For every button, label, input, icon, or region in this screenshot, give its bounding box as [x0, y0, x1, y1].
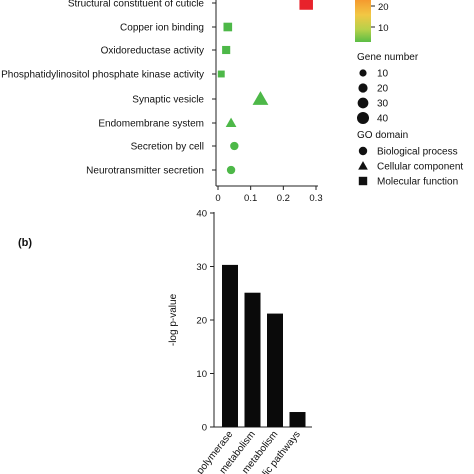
go-term-marker	[226, 165, 236, 175]
gene-number-legend-marker	[358, 83, 368, 93]
go-term-label: Copper ion binding	[120, 23, 204, 34]
bar	[244, 292, 261, 427]
go-domain-legend-items: Biological process Cellular component Mole…	[358, 147, 463, 188]
panel-label-b: (b)	[18, 237, 32, 249]
bar	[222, 264, 238, 427]
go-domain-legend: GO domain Biological process Cellular com…	[357, 130, 463, 188]
bars	[222, 264, 306, 427]
square-legend-marker	[358, 176, 368, 186]
gene-number-legend-title: Gene number	[357, 52, 419, 63]
go-domain-legend-title: GO domain	[357, 130, 408, 141]
bar	[267, 313, 283, 427]
bar-y-axis-title: -log p-value	[168, 293, 179, 346]
x-tick-label: 0.2	[277, 193, 290, 204]
go-term-marker	[225, 117, 237, 128]
color-bar-gradient	[355, 0, 371, 42]
bar-y-axis-ticks: 0 10 20 30 40	[196, 209, 214, 434]
gene-number-legend-marker	[357, 97, 369, 109]
gene-number-legend-marker	[359, 69, 367, 77]
go-term-label: Oxidoreductase activity	[101, 46, 204, 57]
enrichment-bar-chart: 0 10 20 30 40 -log p-value polymerasemetabol…	[168, 209, 312, 474]
gene-number-legend: Gene number 10 20 30 40	[356, 52, 419, 125]
x-tick-label: 0	[215, 193, 220, 204]
color-bar-label: 20	[378, 2, 389, 13]
go-term-label: Endomembrane system	[98, 119, 204, 130]
go-domain-legend-label: Biological process	[377, 147, 458, 158]
color-bar-label: 10	[378, 23, 389, 34]
circle-legend-marker	[358, 146, 368, 156]
triangle-legend-marker	[358, 161, 368, 170]
gene-number-legend-label: 20	[377, 84, 389, 95]
go-term-label: Synaptic vesicle	[132, 95, 204, 106]
bar	[289, 412, 306, 427]
bar-y-tick-label: 40	[196, 209, 207, 220]
gene-number-legend-label: 30	[377, 99, 389, 110]
go-term-marker	[230, 141, 239, 151]
gene-number-legend-label: 40	[377, 114, 389, 125]
go-term-labels: Structural constituent of cuticle Copper …	[1, 0, 216, 177]
go-bubble-chart: Structural constituent of cuticle Copper …	[1, 0, 463, 204]
gene-number-legend-items: 10 20 30 40	[356, 69, 389, 125]
x-axis-ticks: 0 0.1 0.2 0.3	[215, 186, 323, 204]
go-term-label: Structural constituent of cuticle	[68, 0, 205, 10]
go-domain-legend-label: Molecular function	[377, 177, 458, 188]
go-term-marker	[222, 45, 231, 55]
go-term-marker	[252, 91, 269, 105]
bar-y-tick-label: 10	[196, 369, 207, 380]
gene-number-legend-marker	[356, 111, 370, 125]
go-term-label: Neurotransmitter secretion	[86, 166, 204, 177]
color-bar: 20 10	[355, 0, 389, 42]
x-tick-label: 0.3	[309, 193, 322, 204]
bar-y-tick-label: 20	[196, 316, 207, 327]
bar-y-tick-label: 30	[196, 262, 207, 273]
go-term-marker	[299, 0, 313, 10]
go-term-marker	[223, 22, 233, 32]
go-term-label: Secretion by cell	[131, 142, 204, 153]
go-term-label: Phosphatidylinositol phosphate kinase ac…	[1, 70, 204, 81]
go-domain-legend-label: Cellular component	[377, 162, 463, 173]
gene-number-legend-label: 10	[377, 69, 389, 80]
bar-y-tick-label: 0	[202, 423, 207, 434]
x-tick-label: 0.1	[244, 193, 257, 204]
go-term-marker	[217, 70, 225, 78]
go-term-markers	[217, 0, 313, 175]
